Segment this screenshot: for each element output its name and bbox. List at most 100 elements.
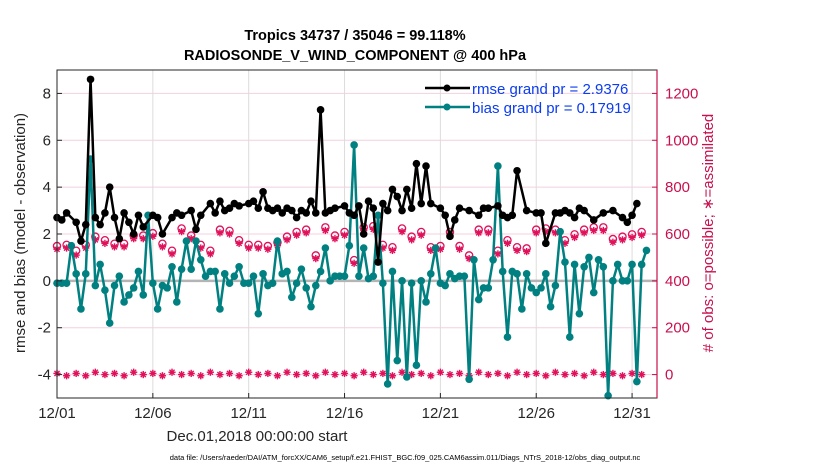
rmse-point: [494, 202, 502, 210]
y-tick-label: -4: [38, 367, 51, 384]
bias-point: [446, 270, 454, 278]
obs-assimilated-point: [580, 229, 588, 237]
bias-point: [412, 361, 421, 370]
obs-assimilated-point: [72, 369, 80, 377]
bias-point: [125, 291, 133, 299]
obs-assimilated-point: [302, 229, 310, 237]
rmse-point: [403, 185, 411, 194]
obs-assimilated-point: [494, 250, 502, 258]
asterisk-stroke: [303, 370, 310, 377]
bias-point: [115, 272, 124, 280]
bias-point: [518, 305, 526, 313]
asterisk-stroke: [389, 372, 396, 379]
obs-assimilated-point: [149, 369, 157, 377]
asterisk-stroke: [629, 234, 636, 241]
asterisk-stroke: [216, 371, 223, 378]
asterisk-stroke: [590, 369, 597, 376]
asterisk-stroke: [418, 370, 425, 377]
obs-assimilated-point: [561, 370, 569, 379]
bias-point: [642, 246, 651, 255]
y2-tick-label: 1200: [665, 85, 698, 102]
rmse-point: [417, 199, 426, 208]
y-tick-label: 8: [43, 85, 51, 102]
bias-point: [182, 237, 191, 245]
obs-assimilated-point: [312, 255, 320, 263]
rmse-point: [465, 206, 473, 215]
x-tick-label: 12/16: [326, 405, 364, 422]
bias-point: [134, 267, 143, 276]
asterisk-stroke: [121, 372, 128, 379]
asterisk-stroke: [408, 236, 415, 243]
bias-point: [311, 281, 320, 290]
bias-point: [139, 291, 148, 299]
asterisk-stroke: [149, 233, 156, 240]
obs-assimilated-point: [110, 369, 119, 377]
bias-point: [216, 305, 224, 313]
bias-point: [345, 241, 354, 250]
obs-assimilated-point: [264, 245, 272, 253]
bias-point: [316, 267, 325, 276]
rmse-point: [340, 202, 349, 210]
rmse-point: [259, 188, 267, 196]
bias-point: [302, 284, 311, 292]
rmse-point: [206, 199, 215, 208]
obs-assimilated-point: [273, 372, 282, 380]
bias-point: [355, 272, 363, 280]
bias-point: [369, 272, 378, 280]
asterisk-stroke: [552, 369, 559, 376]
obs-assimilated-point: [455, 369, 464, 377]
obs-assimilated-point: [130, 368, 138, 376]
obs-assimilated-point: [101, 370, 109, 379]
rmse-point: [77, 237, 85, 245]
asterisk-stroke: [312, 255, 319, 262]
bias-point: [494, 162, 502, 170]
rmse-point: [235, 202, 243, 210]
rmse-point: [110, 213, 119, 222]
asterisk-stroke: [331, 235, 338, 242]
obs-assimilated-point: [340, 369, 349, 377]
asterisk-stroke: [82, 372, 89, 379]
bias-point: [211, 267, 219, 276]
obs-assimilated-point: [321, 226, 329, 235]
obs-assimilated-point: [570, 233, 579, 242]
bias-point: [249, 272, 258, 280]
bias-point: [72, 270, 80, 278]
data-file-footer: data file: /Users/raeder/DAI/ATM_forcXX/…: [170, 453, 641, 462]
rmse-point: [359, 230, 368, 238]
obs-assimilated-point: [225, 369, 234, 377]
asterisk-stroke: [341, 232, 348, 239]
rmse-point: [62, 209, 71, 217]
rmse-point: [484, 204, 493, 213]
obs-assimilated-point: [532, 229, 540, 237]
obs-assimilated-point: [494, 369, 502, 377]
obs-assimilated-point: [216, 370, 224, 379]
bias-point: [522, 270, 531, 278]
rmse-point: [192, 225, 200, 234]
rmse-point: [225, 204, 234, 213]
rmse-point: [599, 209, 608, 217]
bias-point: [417, 277, 426, 285]
obs-assimilated-point: [168, 368, 176, 376]
x-axis-label: Dec.01,2018 00:00:00 start: [167, 428, 349, 445]
bias-point: [96, 260, 104, 269]
asterisk-stroke: [178, 228, 185, 235]
x-tick-label: 12/31: [613, 405, 651, 422]
bias-point: [326, 277, 334, 285]
bias-point: [470, 255, 478, 264]
obs-assimilated-point: [187, 369, 195, 377]
asterisk-stroke: [523, 248, 530, 255]
bias-point: [244, 279, 253, 288]
bias-point: [173, 298, 181, 306]
obs-assimilated-point: [398, 228, 406, 236]
bias-point: [288, 293, 296, 302]
y-tick-label: 2: [43, 226, 51, 243]
bias-point: [273, 237, 282, 245]
rmse-point: [570, 213, 579, 222]
obs-assimilated-point: [465, 255, 473, 263]
obs-assimilated-point: [178, 370, 186, 379]
asterisk-stroke: [494, 250, 501, 257]
obs-assimilated-point: [628, 233, 636, 242]
rmse-point: [115, 234, 124, 243]
bias-point: [637, 260, 646, 269]
asterisk-stroke: [379, 370, 386, 377]
